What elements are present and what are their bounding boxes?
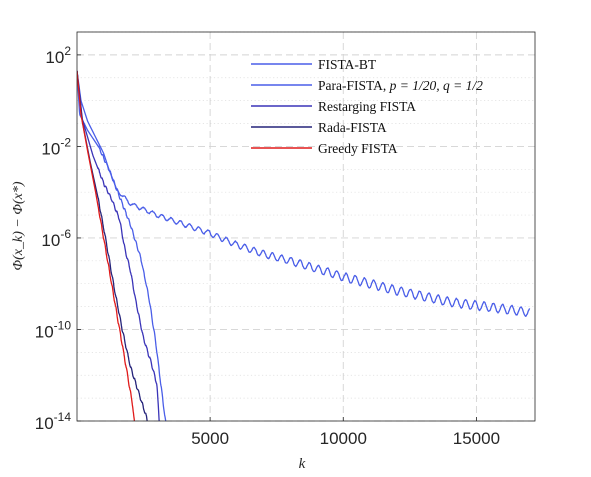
series-line-para-fista-p-1-20-q-1-2 xyxy=(77,70,167,421)
series-line-greedy-fista xyxy=(77,70,136,421)
legend-label: FISTA-BT xyxy=(318,57,377,72)
y-axis-label: Φ(x_k) − Φ(x*) xyxy=(11,181,26,270)
y-tick-label: 10-14 xyxy=(35,410,72,433)
y-tick-label: 10-2 xyxy=(41,135,71,158)
series-line-restarging-fista xyxy=(77,70,160,421)
plot-frame xyxy=(76,31,536,422)
x-tick-label: 10000 xyxy=(320,429,367,448)
series-layer xyxy=(77,70,531,421)
x-axis-label: k xyxy=(299,456,306,472)
x-tick-label: 5000 xyxy=(191,429,229,448)
y-tick-label: 10-6 xyxy=(41,227,71,250)
legend-label: Rada-FISTA xyxy=(318,120,387,135)
legend-label: Greedy FISTA xyxy=(318,141,398,156)
x-tick-label: 15000 xyxy=(453,429,500,448)
y-tick-label: 102 xyxy=(45,44,71,67)
legend: FISTA-BT Para-FISTA, p = 1/20, q = 1/2 Res… xyxy=(251,57,483,156)
ticks: 5000 10000 15000 102 10-2 10-6 10-10 10-14 xyxy=(35,44,500,448)
y-axis-label-text: Φ(x_k) − Φ(x*) xyxy=(11,181,26,270)
y-tick-label: 10-10 xyxy=(35,318,72,341)
legend-label: Restarging FISTA xyxy=(318,99,416,114)
legend-label: Para-FISTA, p = 1/20, q = 1/2 xyxy=(318,78,483,93)
series-line-fista-bt xyxy=(77,70,531,317)
